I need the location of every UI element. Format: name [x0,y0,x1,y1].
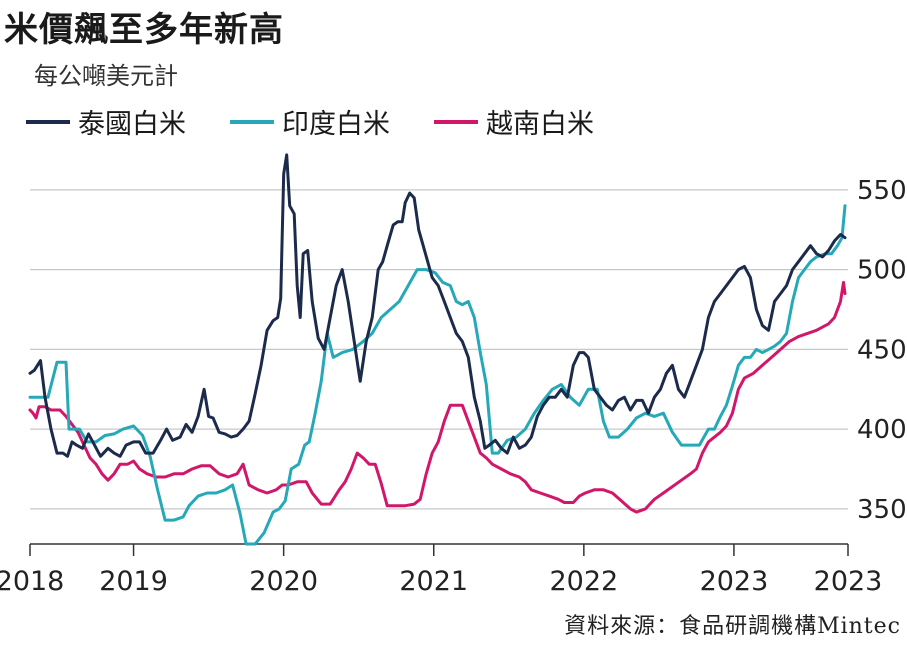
legend-item-thai: 泰國白米 [26,102,186,141]
legend-swatch-thai [26,119,70,124]
legend-label-india: 印度白米 [282,109,390,140]
y-tick-label: 450 [857,335,907,365]
x-tick-label: 2020 [249,566,318,597]
legend-item-india: 印度白米 [230,102,390,141]
chart-subtitle: 每公噸美元計 [34,62,178,90]
source-note: 資料來源：食品研調機構Mintec [564,614,901,639]
y-tick-label: 550 [857,176,907,206]
y-tick-label: 500 [857,256,907,286]
x-tick-label: 2021 [399,566,468,597]
x-tick-label: 2018 [0,566,64,597]
chart-legend: 泰國白米 印度白米 越南白米 [26,102,594,141]
legend-label-vietnam: 越南白米 [486,109,594,140]
x-tick-label: 2019 [99,566,168,597]
y-tick-label: 350 [857,495,907,525]
x-tick-label: 2022 [549,566,618,597]
series-line-1 [28,204,847,546]
legend-label-thai: 泰國白米 [78,109,186,140]
legend-swatch-vietnam [434,119,478,124]
legend-swatch-india [230,119,274,124]
series-line-0 [28,153,847,458]
legend-item-vietnam: 越南白米 [434,102,594,141]
x-tick-label: 2023 [814,566,883,597]
x-tick-label: 2023 [700,566,769,597]
chart-title: 米價飆至多年新高 [4,10,284,50]
y-tick-label: 400 [857,415,907,445]
series-line-2 [28,280,847,514]
